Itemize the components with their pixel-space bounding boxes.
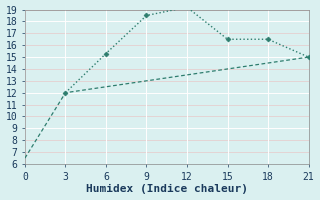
X-axis label: Humidex (Indice chaleur): Humidex (Indice chaleur) <box>86 184 248 194</box>
